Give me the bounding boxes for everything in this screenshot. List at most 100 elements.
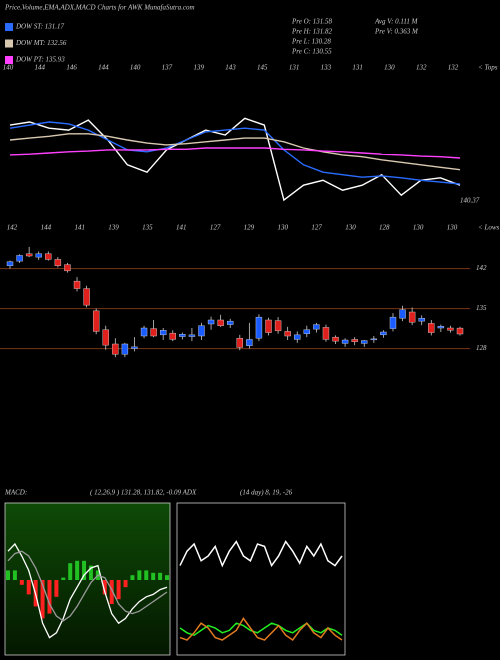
histogram-bar [19, 580, 24, 585]
candle-body [83, 288, 90, 306]
top-value: 131 [352, 64, 363, 72]
info-text: Pre L: 130.28 [291, 38, 331, 46]
last-price-label: 140.37 [460, 197, 480, 205]
candle-body [35, 253, 42, 258]
legend-swatch [5, 23, 13, 31]
series-line [7, 550, 168, 622]
candle-body [246, 339, 253, 346]
candle-body [131, 346, 138, 349]
candle-body [159, 330, 167, 336]
candle-body [341, 339, 349, 344]
histogram-bar [158, 572, 163, 580]
low-value: 127 [210, 224, 221, 232]
low-value: 141 [176, 224, 187, 232]
y-tick-label: 142 [476, 264, 487, 272]
candle-body [255, 316, 263, 339]
low-value: 135 [142, 224, 153, 232]
candle-body [284, 331, 291, 337]
y-tick-label: 128 [476, 344, 487, 352]
candle-body [399, 309, 406, 319]
series-line [179, 617, 343, 642]
info-text: Pre H: 131.82 [291, 28, 332, 36]
macd-panel [4, 502, 171, 656]
info-text: Avg V: 0.111 M [374, 18, 419, 26]
histogram-bar [68, 563, 73, 580]
top-value: 140 [3, 64, 14, 72]
low-value: 130 [345, 224, 356, 232]
candle-body [380, 331, 387, 336]
series-line [9, 117, 461, 202]
top-value: 133 [321, 64, 332, 72]
info-text: Pre O: 131.58 [291, 18, 332, 26]
candle-body [227, 320, 234, 325]
adx-subtitle: (14 day) 8, 19, -26 [240, 489, 293, 497]
candle-body [408, 311, 416, 323]
candle-body [16, 255, 23, 262]
top-value: 144 [98, 64, 109, 72]
candle-body [140, 327, 148, 337]
candle-body [188, 334, 196, 337]
series-line [9, 121, 461, 185]
histogram-bar [26, 580, 31, 595]
histogram-bar [75, 560, 80, 580]
candle-body [6, 261, 14, 266]
top-value: 144 [35, 64, 46, 72]
histogram-bar [165, 575, 169, 580]
candle-body [370, 338, 378, 341]
top-value: 132 [448, 64, 459, 72]
candle-body [428, 323, 435, 333]
chart-title: Price,Volume,EMA,ADX,MACD Charts for AWK… [4, 4, 195, 12]
low-value: 144 [41, 224, 52, 232]
candle-body [102, 329, 109, 346]
series-line [9, 133, 461, 171]
low-value: 130 [447, 224, 458, 232]
histogram-bar [88, 565, 93, 580]
top-value: 146 [66, 64, 77, 72]
histogram-bar [102, 580, 107, 595]
candle-body [25, 253, 33, 257]
candle-body [45, 253, 52, 260]
candle-body [303, 329, 311, 334]
macd-subtitle: ( 12,26,9 ) 131.28, 131.82, -0.09 ADX [90, 489, 197, 497]
low-value: 142 [7, 224, 18, 232]
candle-body [112, 343, 119, 355]
low-value: 139 [108, 224, 119, 232]
candle-body [150, 328, 157, 337]
candle-body [313, 324, 320, 330]
lows-label: < Lows [478, 224, 500, 232]
top-value: 145 [257, 64, 268, 72]
histogram-bar [82, 560, 87, 580]
candle-body [351, 339, 358, 342]
histogram-bar [123, 580, 128, 588]
macd-title: MACD: [4, 489, 27, 497]
histogram-bar [40, 580, 45, 619]
candle-body [389, 316, 397, 329]
histogram-bar [61, 577, 66, 580]
candle-body [121, 343, 129, 355]
legend-label: DOW PT: 135.93 [15, 56, 65, 64]
candle-body [179, 334, 186, 337]
low-value: 130 [413, 224, 424, 232]
candle-body [456, 327, 464, 335]
top-value: 137 [162, 64, 173, 72]
histogram-bar [54, 580, 59, 597]
top-value: 131 [289, 64, 300, 72]
legend-label: DOW ST: 131.17 [15, 23, 65, 31]
candle-body [361, 340, 368, 344]
candle-body [207, 319, 215, 325]
legend-label: DOW MT: 132.56 [15, 39, 67, 47]
low-value: 141 [74, 224, 85, 232]
legend-swatch [5, 39, 13, 48]
candle-body [332, 336, 339, 342]
candle-body [265, 319, 272, 333]
info-text: Pre V: 0.363 M [374, 28, 419, 36]
candle-body [64, 264, 71, 272]
candle-body [274, 320, 282, 332]
info-text: Pre C: 130.55 [291, 48, 332, 56]
candle-body [54, 259, 62, 266]
top-value: 143 [225, 64, 236, 72]
legend-swatch [5, 56, 13, 64]
series-line [179, 540, 343, 568]
low-value: 128 [379, 224, 390, 232]
